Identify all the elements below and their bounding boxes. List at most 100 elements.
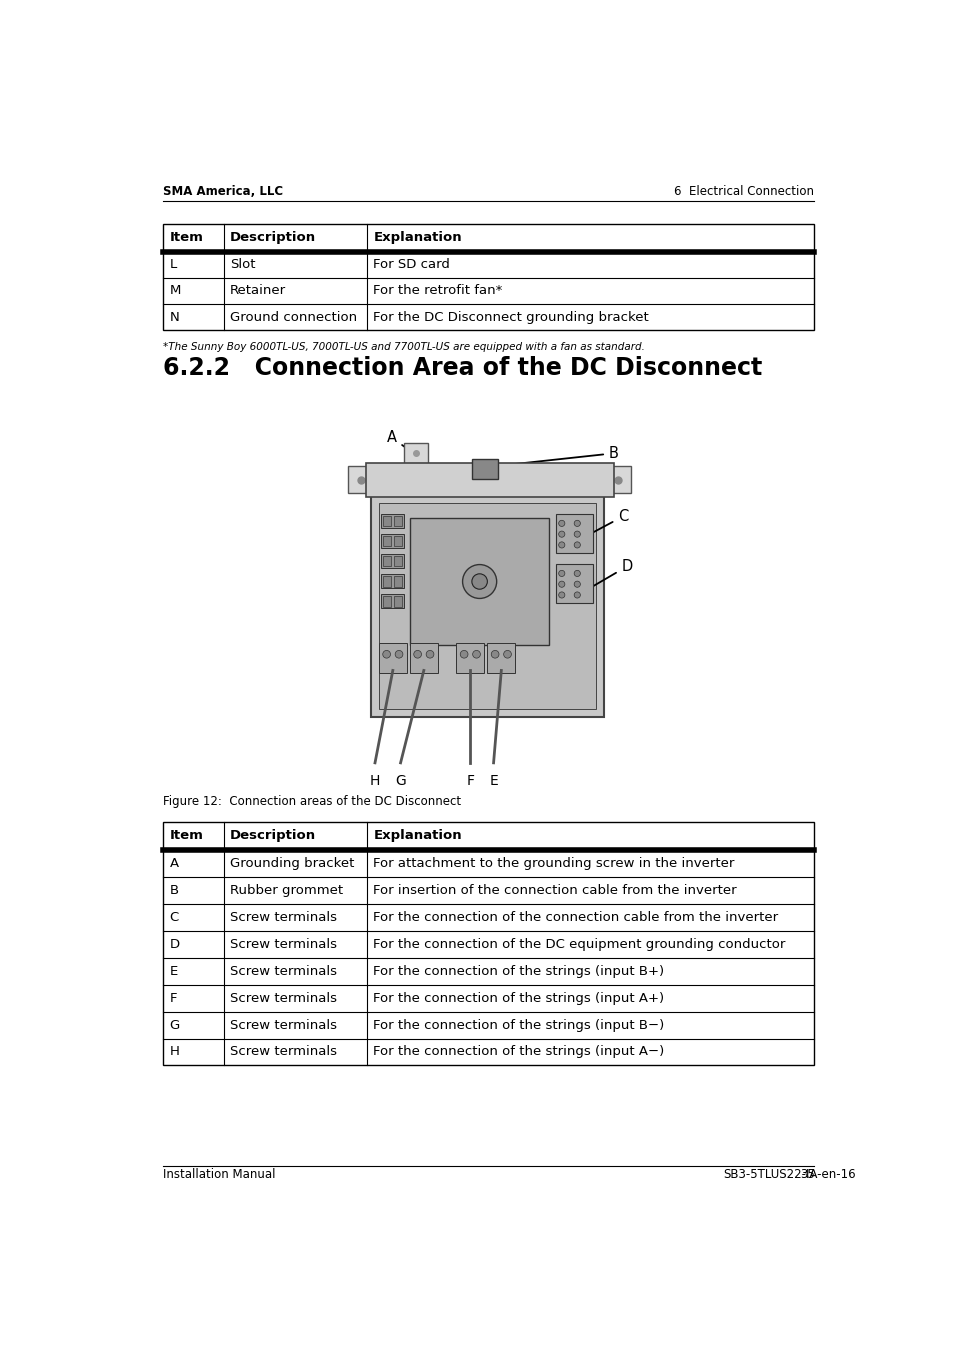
Text: For attachment to the grounding screw in the inverter: For attachment to the grounding screw in… [373,857,734,869]
Text: G: G [395,775,406,788]
Bar [394,596,402,607]
Text: Slot: Slot [230,258,255,272]
Text: F: F [170,991,177,1005]
Circle shape [558,581,564,587]
Bar [555,564,592,603]
Text: Screw terminals: Screw terminals [230,1018,336,1032]
Bar [382,576,391,587]
Bar [555,514,592,553]
Text: A: A [170,857,178,869]
Text: Grounding bracket: Grounding bracket [230,857,355,869]
Circle shape [558,571,564,576]
Bar [381,595,404,608]
Bar [348,466,373,493]
Text: Explanation: Explanation [373,231,461,245]
Bar [456,644,484,673]
Bar [382,535,391,546]
Text: H: H [370,775,380,788]
Bar [382,596,391,607]
Text: C: C [593,508,627,533]
Circle shape [382,650,390,658]
Text: Screw terminals: Screw terminals [230,1045,336,1059]
Circle shape [574,571,579,576]
Text: For the connection of the connection cable from the inverter: For the connection of the connection cab… [373,911,778,923]
Text: B: B [170,884,178,896]
Circle shape [558,592,564,598]
Text: A: A [387,430,406,448]
Text: For the connection of the DC equipment grounding conductor: For the connection of the DC equipment g… [373,938,785,950]
Text: For the connection of the strings (input B−): For the connection of the strings (input… [373,1018,664,1032]
Text: For the connection of the strings (input B+): For the connection of the strings (input… [373,964,664,977]
Circle shape [558,521,564,526]
Text: N: N [170,311,179,323]
Bar [381,534,404,548]
Circle shape [574,542,579,548]
Text: G: G [170,1018,180,1032]
Circle shape [574,521,579,526]
Text: Screw terminals: Screw terminals [230,938,336,950]
Circle shape [472,650,480,658]
Bar [394,515,402,526]
Text: Explanation: Explanation [373,830,461,842]
Bar [382,515,391,526]
Bar [472,458,497,480]
Bar [404,443,427,466]
Text: For the DC Disconnect grounding bracket: For the DC Disconnect grounding bracket [373,311,649,323]
Bar [410,644,437,673]
Text: For SD card: For SD card [373,258,450,272]
Text: For the connection of the strings (input A−): For the connection of the strings (input… [373,1045,664,1059]
Text: E: E [170,964,177,977]
Text: Description: Description [230,830,315,842]
Bar [365,462,613,498]
Text: For insertion of the connection cable from the inverter: For insertion of the connection cable fr… [373,884,737,896]
Bar [410,518,549,645]
Text: Installation Manual: Installation Manual [163,1168,275,1182]
Bar [394,535,402,546]
Bar [163,224,814,330]
Bar [378,503,596,708]
Text: D: D [593,558,632,585]
Bar [163,822,814,1065]
Text: Ground connection: Ground connection [230,311,356,323]
Text: C: C [170,911,178,923]
Circle shape [491,650,498,658]
Text: Screw terminals: Screw terminals [230,964,336,977]
Circle shape [503,650,511,658]
Circle shape [472,573,487,589]
Bar [378,644,406,673]
Circle shape [395,650,402,658]
Text: E: E [489,775,497,788]
Bar [487,644,515,673]
Circle shape [574,531,579,537]
Bar [605,466,630,493]
Circle shape [462,565,497,599]
Bar [382,556,391,566]
Text: *The Sunny Boy 6000TL-US, 7000TL-US and 7700TL-US are equipped with a fan as sta: *The Sunny Boy 6000TL-US, 7000TL-US and … [163,342,644,353]
Bar [381,575,404,588]
Text: Figure 12:  Connection areas of the DC Disconnect: Figure 12: Connection areas of the DC Di… [163,795,461,808]
Text: 6  Electrical Connection: 6 Electrical Connection [674,185,814,197]
Text: Screw terminals: Screw terminals [230,911,336,923]
Text: Screw terminals: Screw terminals [230,991,336,1005]
Text: For the connection of the strings (input A+): For the connection of the strings (input… [373,991,664,1005]
Bar [371,495,603,717]
Circle shape [414,650,421,658]
Text: Rubber grommet: Rubber grommet [230,884,343,896]
Circle shape [558,542,564,548]
Text: Item: Item [170,231,203,245]
Circle shape [459,650,468,658]
Text: F: F [466,775,474,788]
Text: Description: Description [230,231,315,245]
Text: 35: 35 [799,1168,814,1182]
Text: D: D [170,938,179,950]
Text: B: B [495,446,618,466]
Bar [381,554,404,568]
Circle shape [558,531,564,537]
Text: For the retrofit fan*: For the retrofit fan* [373,284,502,297]
Bar [394,576,402,587]
Text: 6.2.2   Connection Area of the DC Disconnect: 6.2.2 Connection Area of the DC Disconne… [163,357,761,380]
Circle shape [426,650,434,658]
Circle shape [574,592,579,598]
Text: Retainer: Retainer [230,284,286,297]
Bar [394,556,402,566]
